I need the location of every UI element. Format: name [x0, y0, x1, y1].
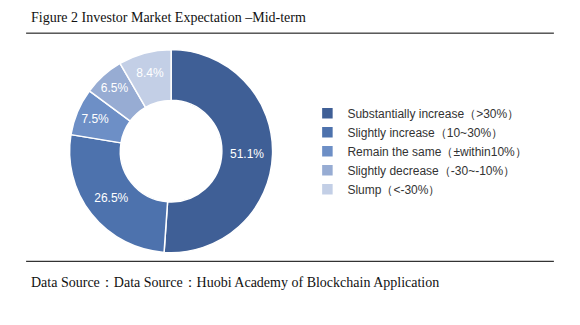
svg-text:7.5%: 7.5% [81, 112, 109, 126]
svg-text:51.1%: 51.1% [230, 147, 264, 161]
svg-text:Slightly increase（10~30%）: Slightly increase（10~30%） [347, 126, 503, 140]
svg-text:Remain the same（±within10%）: Remain the same（±within10%） [347, 145, 526, 159]
svg-text:Substantially increase（>30%）: Substantially increase（>30%） [347, 107, 519, 121]
svg-text:8.4%: 8.4% [136, 66, 164, 80]
svg-text:Slump（<-30%）: Slump（<-30%） [347, 183, 440, 197]
svg-text:Slightly decrease（-30~-10%）: Slightly decrease（-30~-10%） [347, 164, 515, 178]
svg-text:26.5%: 26.5% [94, 191, 128, 205]
svg-text:Data Source：Data Source：Huobi: Data Source：Data Source：Huobi Academy of… [31, 275, 439, 290]
svg-text:6.5%: 6.5% [101, 81, 129, 95]
svg-text:Figure 2 Investor Market Expec: Figure 2 Investor Market Expectation –Mi… [31, 10, 306, 25]
